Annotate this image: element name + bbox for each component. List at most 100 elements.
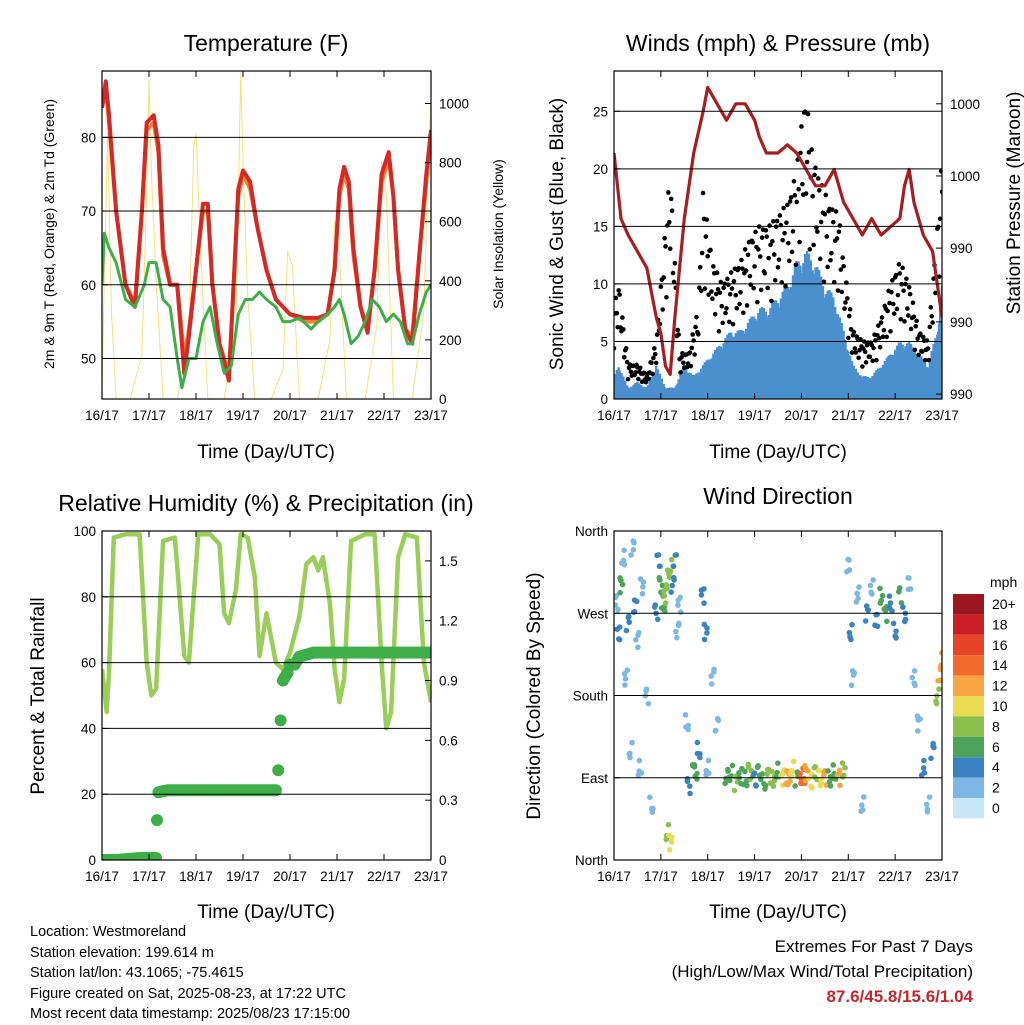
direction-point	[711, 669, 717, 675]
rain-point	[425, 646, 431, 659]
gust-point	[725, 276, 730, 282]
gust-point	[841, 263, 846, 269]
y-tick-label: 70	[81, 204, 96, 219]
pressure-line	[614, 85, 942, 376]
gust-point	[714, 270, 720, 275]
direction-point	[806, 775, 812, 782]
x-tick-label: 17/17	[132, 408, 166, 423]
gust-point	[905, 306, 910, 311]
gust-point	[747, 273, 753, 279]
y2-tick-label: 0.6	[439, 733, 458, 748]
gust-point	[788, 195, 794, 200]
direction-point	[673, 628, 679, 635]
gust-point	[846, 313, 852, 319]
gust-point	[723, 310, 728, 316]
gust-point	[625, 376, 631, 382]
rain-point	[150, 814, 163, 827]
y2-tick-label: 1000	[950, 169, 980, 184]
x-tick-label: 22/17	[878, 869, 912, 884]
direction-point	[830, 762, 836, 768]
rain-point	[150, 852, 163, 860]
gust-point	[708, 247, 713, 253]
gust-point	[679, 355, 684, 360]
gust-point	[929, 313, 934, 319]
direction-point	[628, 552, 634, 558]
winds-title: Winds (mph) & Pressure (mb)	[626, 30, 930, 56]
direction-point	[862, 618, 869, 624]
legend-swatch	[953, 716, 984, 737]
direction-point	[661, 608, 668, 614]
direction-point	[630, 609, 637, 615]
gust-point	[833, 209, 839, 214]
direction-point	[785, 781, 791, 788]
gust-point	[910, 300, 916, 306]
x-tick-label: 18/17	[179, 869, 213, 884]
gust-point	[823, 192, 829, 198]
direction-point	[911, 668, 918, 674]
direction-point	[926, 794, 933, 800]
direction-point	[770, 783, 777, 790]
direction-point	[854, 590, 860, 597]
gust-point	[908, 326, 914, 332]
td2m-line	[102, 231, 431, 390]
gust-point	[706, 292, 711, 297]
direction-point	[698, 587, 705, 593]
direction-ylabel-left: Direction (Colored By Speed)	[524, 572, 545, 819]
direction-point	[651, 604, 658, 610]
gust-point	[799, 124, 804, 129]
direction-panel: Wind Direction Direction (Colored By Spe…	[524, 483, 1017, 923]
legend-label: 16	[992, 637, 1008, 653]
gust-point	[681, 360, 686, 366]
direction-point	[715, 717, 722, 724]
direction-point	[759, 771, 766, 777]
y-tick-label: North	[575, 853, 608, 868]
gust-point	[920, 334, 926, 340]
direction-point	[703, 767, 710, 774]
direction-point	[790, 758, 797, 765]
gust-point	[696, 332, 701, 337]
gust-point	[621, 327, 626, 332]
gust-point	[720, 320, 726, 326]
direction-point	[905, 575, 911, 581]
gust-point	[750, 239, 755, 245]
direction-point	[631, 597, 638, 603]
direction-point	[621, 547, 628, 554]
direction-point	[617, 589, 623, 596]
solar-line	[102, 73, 431, 399]
gust-point	[926, 357, 932, 363]
direction-point	[619, 581, 626, 588]
direction-point	[742, 768, 748, 775]
gust-point	[709, 289, 714, 294]
direction-point	[661, 588, 667, 594]
direction-point	[694, 739, 701, 746]
direction-point	[937, 664, 942, 670]
plot-frame	[101, 530, 432, 861]
gust-point	[889, 289, 894, 295]
direction-point	[614, 594, 619, 601]
gust-point	[830, 219, 836, 225]
direction-point	[616, 636, 623, 643]
x-tick-label: 23/17	[925, 408, 959, 423]
direction-point	[858, 808, 864, 815]
gust-point	[911, 314, 917, 320]
gust-point	[770, 238, 775, 244]
gust-point	[666, 219, 672, 225]
gust-point	[662, 235, 667, 241]
direction-point	[677, 594, 684, 601]
y-tick-label: 40	[81, 721, 96, 736]
gust-point	[717, 290, 723, 295]
gust-point	[718, 279, 724, 285]
direction-point	[622, 682, 628, 688]
y2-tick-label: 600	[439, 215, 462, 230]
direction-point	[731, 787, 738, 794]
x-tick-label: 23/17	[414, 408, 448, 423]
info-recent: Most recent data timestamp: 2025/08/23 1…	[30, 1006, 351, 1023]
gust-point	[716, 329, 722, 334]
direction-point	[614, 602, 619, 608]
gust-point	[811, 242, 816, 248]
gust-point	[904, 276, 909, 282]
direction-point	[636, 757, 643, 764]
y-tick-label: 50	[81, 351, 96, 366]
rain-point	[269, 784, 282, 797]
rh-line	[102, 532, 431, 731]
